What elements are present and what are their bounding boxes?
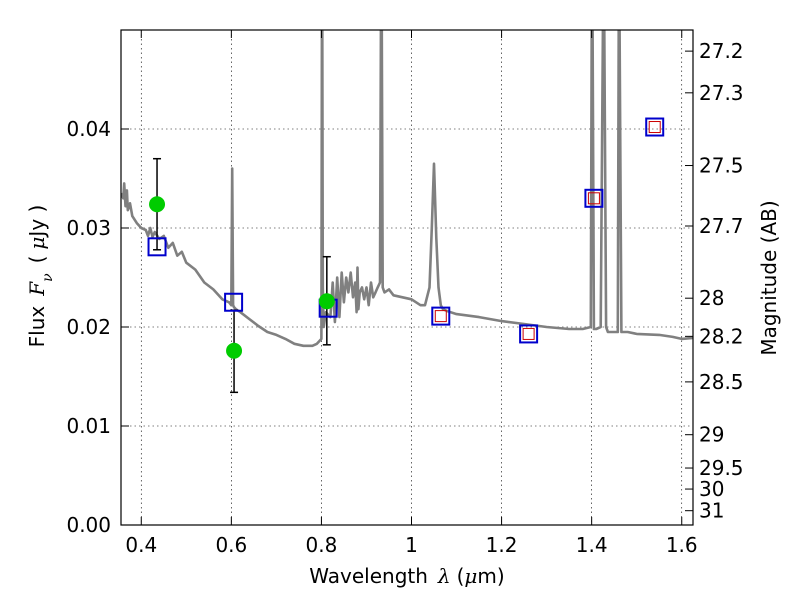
model-point — [519, 324, 539, 344]
observed-point — [149, 196, 166, 213]
x-tick-label: 0.8 — [306, 533, 338, 557]
ticks: 0.4 0.6 0.8 1 1.2 1.4 1.6 0.00 0.01 0.02 0.03 0.04 2… — [66, 30, 744, 557]
y2-tick-label: 29 — [699, 423, 724, 447]
x-axis-unit-open: ( — [457, 564, 465, 588]
x-tick-label: 1.4 — [576, 533, 608, 557]
y2-tick-label: 29.5 — [699, 456, 744, 480]
y-axis-unit-open: ( — [25, 256, 49, 264]
x-axis-unit-mu: μ — [464, 564, 477, 588]
x-axis-title: Wavelength λ (μm) — [309, 564, 504, 588]
plot-background — [121, 30, 693, 525]
model-point-inner — [522, 327, 535, 340]
spectrum-line — [121, 30, 693, 348]
y2-tick-label: 28.2 — [699, 324, 744, 348]
y2-tick-label: 28.5 — [699, 370, 744, 394]
y-tick-label: 0.03 — [66, 216, 111, 240]
x-axis-unit-rest: m) — [477, 564, 504, 588]
y-tick-label: 0.04 — [66, 117, 111, 141]
model-point — [584, 188, 604, 208]
y2-tick-label: 27.2 — [699, 39, 744, 63]
x-tick-label: 0.6 — [215, 533, 247, 557]
model-point — [224, 292, 244, 312]
x-tick-label: 1 — [405, 533, 418, 557]
y-tick-label: 0.00 — [66, 513, 111, 537]
y2-tick-label: 27.5 — [699, 154, 744, 178]
model-point — [147, 237, 167, 257]
y-axis-unit-mu: μ — [25, 237, 49, 250]
model-point-inner — [587, 192, 600, 205]
y2-tick-label: 27.7 — [699, 214, 744, 238]
x-tick-label: 0.4 — [125, 533, 157, 557]
x-axis-label: Wavelength — [309, 564, 428, 588]
y-tick-label: 0.02 — [66, 315, 111, 339]
y-axis-symbol: F — [25, 281, 49, 297]
y-tick-label: 0.01 — [66, 414, 111, 438]
model-point — [431, 306, 451, 326]
y-axis-unit-rest: Jy ) — [25, 205, 49, 239]
x-axis-symbol: λ — [437, 564, 451, 588]
y2-tick-label: 27.3 — [699, 81, 744, 105]
model-point-inner — [434, 310, 447, 323]
y-axis-label: Flux — [25, 306, 49, 348]
y2-tick-label: 28 — [699, 286, 724, 310]
y-axis-symbol-sub: ν — [40, 273, 56, 282]
y2-tick-label: 30 — [699, 477, 724, 501]
observed-point — [226, 342, 243, 359]
y2-tick-label: 31 — [699, 499, 724, 523]
plot-area — [121, 30, 693, 348]
x-tick-label: 1.2 — [486, 533, 518, 557]
model-point — [645, 117, 665, 137]
x-tick-label: 1.6 — [666, 533, 698, 557]
model-point-inner — [648, 121, 661, 134]
observed-point — [318, 293, 335, 310]
plot-frame — [120, 29, 694, 526]
y2-axis-title: Magnitude (AB) — [757, 200, 781, 355]
markers — [147, 117, 665, 394]
y-axis-title: Flux Fν ( μJy ) — [25, 205, 56, 348]
